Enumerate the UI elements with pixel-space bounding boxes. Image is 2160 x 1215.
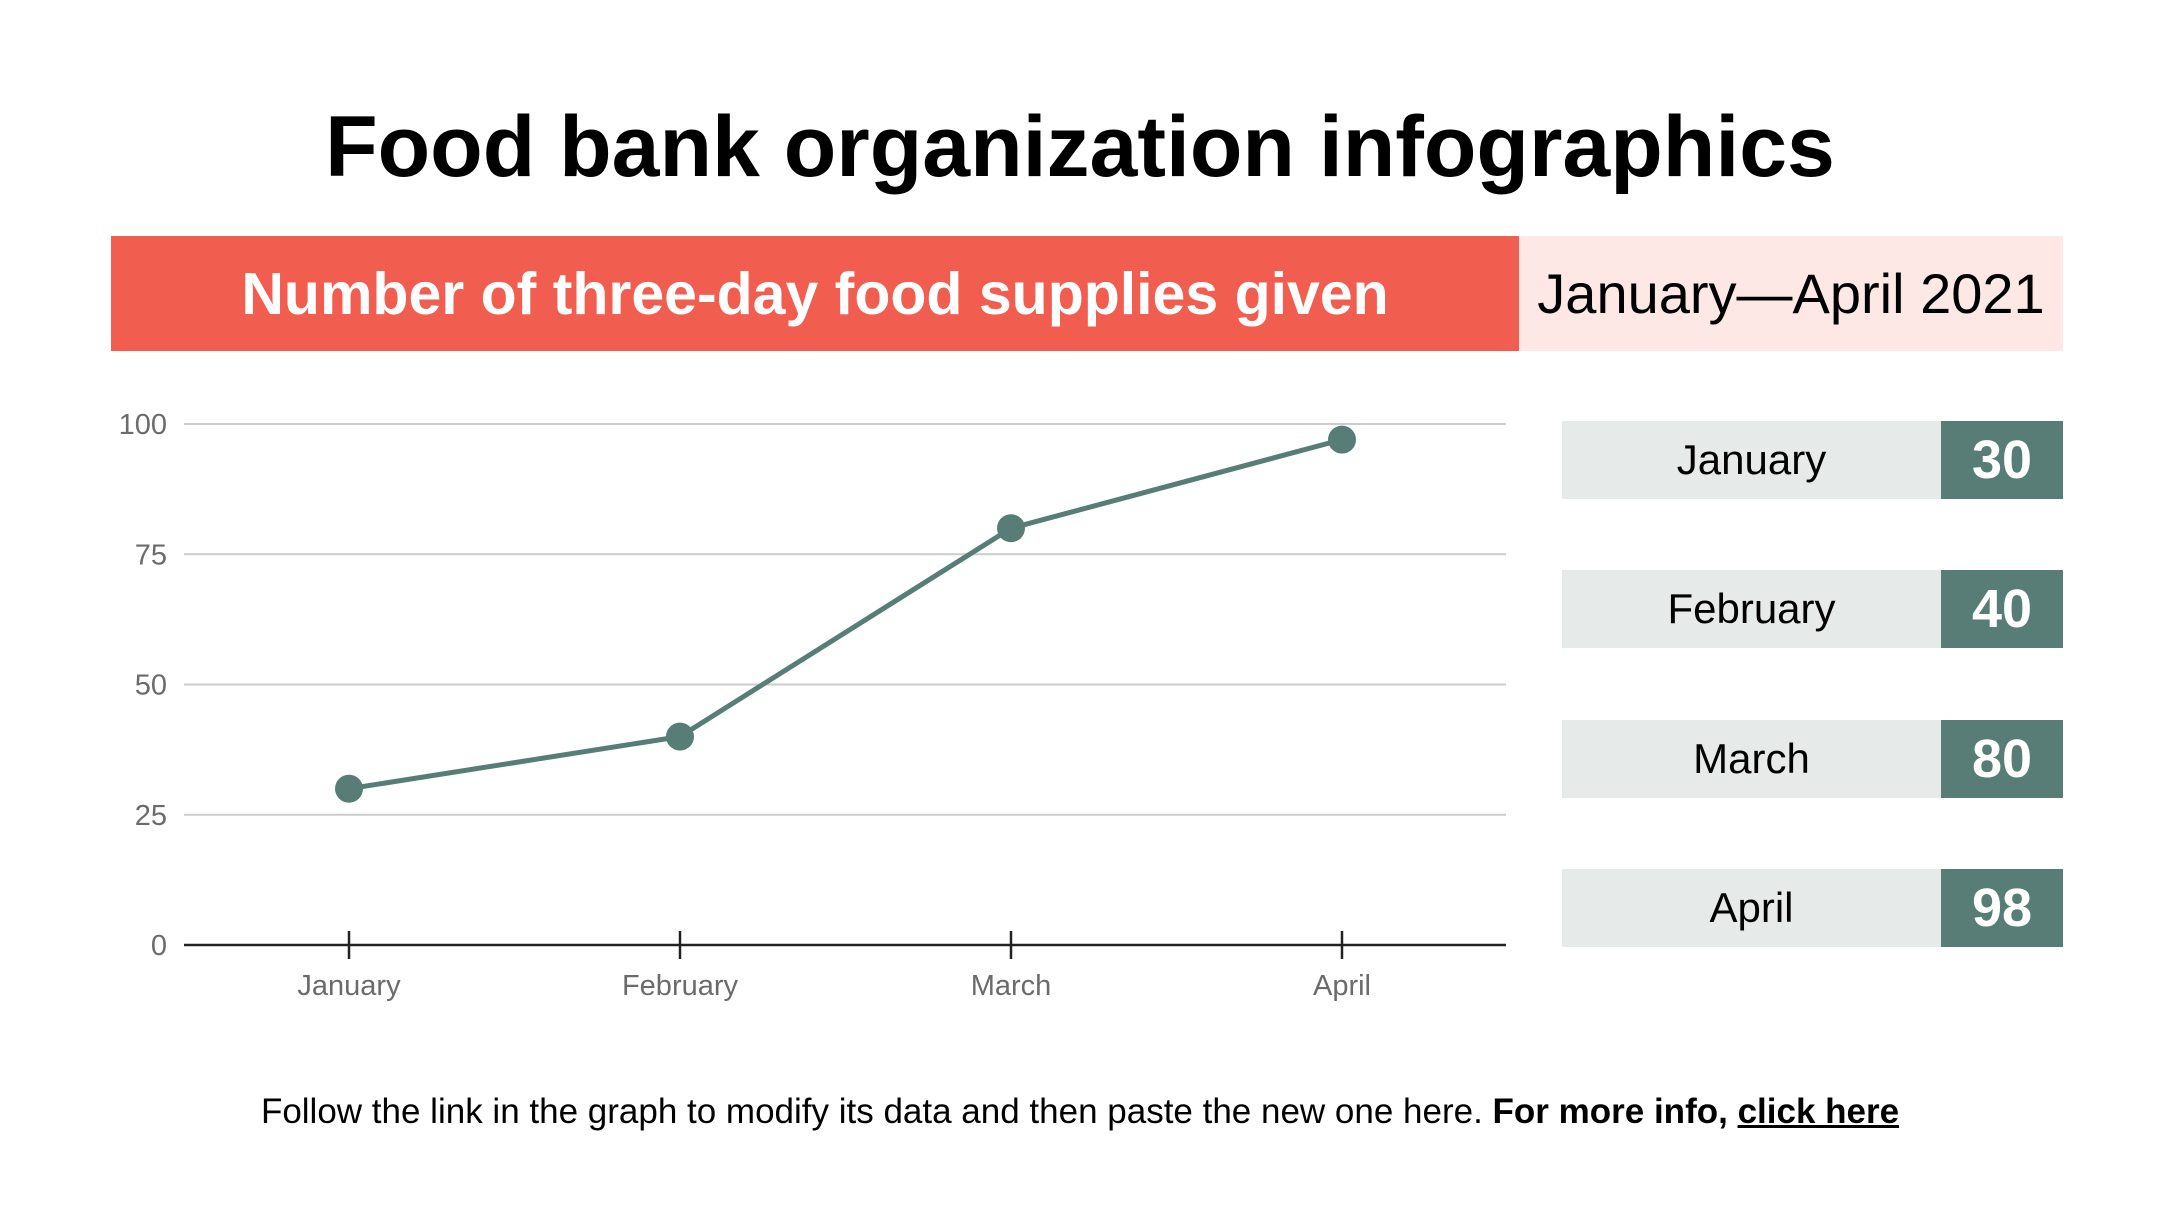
y-tick-label: 0 — [151, 930, 167, 962]
footer-note: Follow the link in the graph to modify i… — [0, 1088, 2160, 1136]
stat-row-march: March 80 — [1562, 720, 2063, 798]
x-tick-label: March — [971, 970, 1052, 1002]
y-tick-label: 75 — [135, 539, 167, 571]
data-point — [997, 514, 1025, 543]
line-chart-svg: 0 25 50 75 100 January February March April — [119, 409, 1506, 1002]
page-title: Food bank organization infographics — [325, 99, 1835, 195]
y-tick-label: 100 — [119, 409, 167, 441]
y-tick-label: 50 — [135, 670, 167, 702]
x-tick-label: January — [297, 970, 401, 1002]
y-tick-label: 25 — [135, 800, 167, 832]
footer-text: Follow the link in the graph to modify i… — [260, 1092, 1483, 1131]
more-info-link[interactable]: click here — [1737, 1092, 1900, 1131]
stat-month-value: 40 — [1941, 570, 2063, 648]
stat-month-label: April — [1562, 869, 1941, 947]
data-point — [335, 774, 363, 803]
footer-more-info: For more info, — [1492, 1092, 1728, 1131]
chart-title-banner: Number of three-day food supplies given — [111, 236, 1519, 351]
date-range-label: January—April 2021 — [1537, 262, 2045, 325]
x-tick-label: April — [1313, 970, 1371, 1002]
stat-month-value: 98 — [1941, 869, 2063, 947]
line-chart[interactable]: 0 25 50 75 100 January February March April — [100, 390, 1520, 1030]
data-point — [666, 722, 694, 751]
stat-month-value: 80 — [1941, 720, 2063, 798]
series-line — [348, 437, 1343, 792]
data-point — [1328, 425, 1356, 454]
stat-month-label: February — [1562, 570, 1941, 648]
x-tick-label: February — [622, 970, 739, 1002]
stat-month-label: January — [1562, 421, 1941, 499]
stat-month-label: March — [1562, 720, 1941, 798]
stat-month-value: 30 — [1941, 421, 2063, 499]
chart-title: Number of three-day food supplies given — [241, 260, 1389, 327]
stat-row-april: April 98 — [1562, 869, 2063, 947]
stat-row-february: February 40 — [1562, 570, 2063, 648]
stat-row-january: January 30 — [1562, 421, 2063, 499]
date-range-box: January—April 2021 — [1519, 236, 2063, 351]
